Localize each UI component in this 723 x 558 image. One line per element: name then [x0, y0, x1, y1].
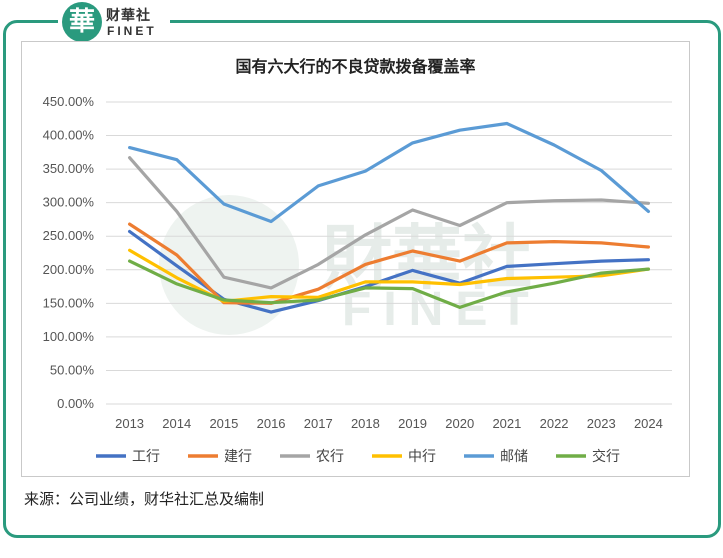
source-note: 来源：公司业绩，财华社汇总及编制: [24, 490, 265, 508]
x-tick-label: 2014: [162, 416, 191, 431]
y-tick-label: 350.00%: [43, 161, 95, 176]
line-chart: 財華社 FINET 0.00% 50.00% 100.00% 150.00% 200.0…: [43, 94, 672, 465]
x-tick-label: 2017: [304, 416, 333, 431]
series-line: [128, 222, 650, 305]
y-tick-label: 50.00%: [50, 362, 95, 377]
series-line: [128, 156, 650, 290]
y-tick-label: 300.00%: [43, 195, 95, 210]
legend-label: 农行: [316, 449, 344, 465]
y-tick-label: 250.00%: [43, 228, 95, 243]
y-tick-label: 100.00%: [43, 329, 95, 344]
y-tick-label: 0.00%: [57, 396, 94, 411]
x-tick-label: 2020: [445, 416, 474, 431]
legend-label: 工行: [132, 449, 160, 465]
x-tick-label: 2013: [115, 416, 144, 431]
y-tick-label: 200.00%: [43, 262, 95, 277]
x-tick-label: 2019: [398, 416, 427, 431]
y-tick-label: 450.00%: [43, 94, 95, 109]
x-tick-label: 2016: [257, 416, 286, 431]
chart-title: 国有六大行的不良贷款拨备覆盖率: [235, 57, 476, 76]
y-tick-label: 400.00%: [43, 128, 95, 143]
chart-area: 財華社 FINET 0.00% 50.00% 100.00% 150.00% 200.0…: [21, 41, 690, 477]
x-tick-label: 2021: [492, 416, 521, 431]
x-tick-label: 2023: [587, 416, 616, 431]
legend-label: 中行: [408, 449, 436, 465]
logo-badge-icon: 華: [62, 2, 102, 42]
x-tick-label: 2015: [209, 416, 238, 431]
y-tick-label: 150.00%: [43, 295, 95, 310]
watermark: 財華社 FINET: [159, 195, 541, 336]
logo-chinese-text: 财華社: [106, 8, 151, 24]
logo-english-text: FINET: [107, 24, 157, 38]
legend-label: 交行: [592, 448, 620, 465]
series-line: [128, 121, 650, 224]
x-tick-label: 2018: [351, 416, 380, 431]
legend-label: 建行: [224, 449, 252, 465]
legend-label: 邮储: [500, 449, 528, 465]
finet-logo: 華 财華社 FINET: [58, 2, 170, 44]
series-line: [128, 259, 650, 309]
x-tick-label: 2024: [634, 416, 663, 431]
x-tick-label: 2022: [540, 416, 569, 431]
watermark-english: FINET: [342, 283, 541, 336]
